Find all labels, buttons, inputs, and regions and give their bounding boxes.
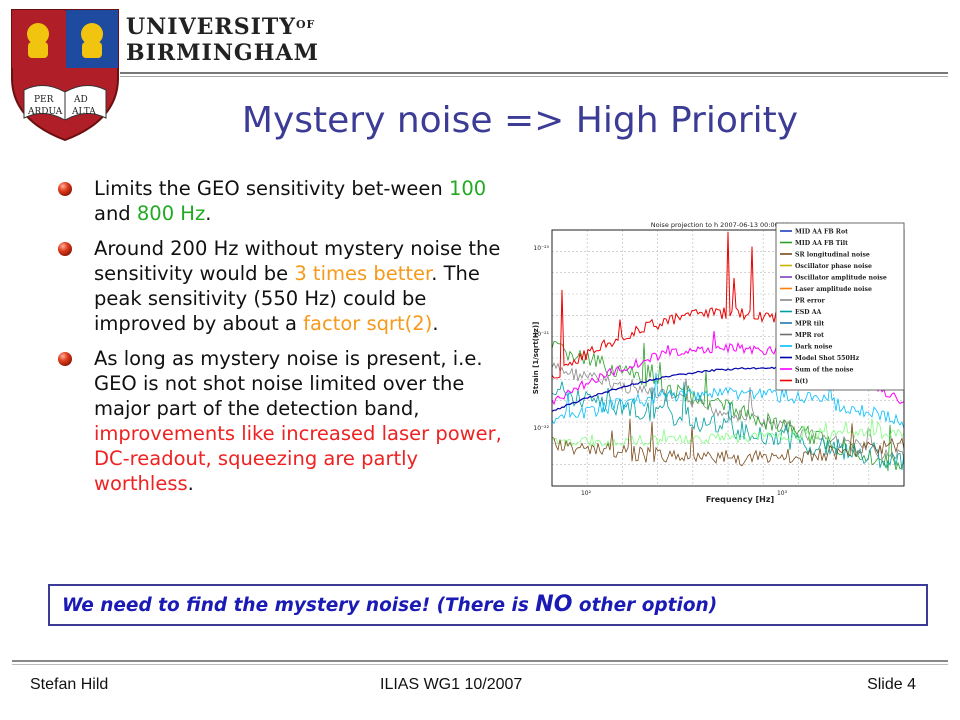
university-crest: PER AD ARDUA ALTA: [11, 9, 119, 142]
trace-sr-longitudinal: [551, 418, 905, 467]
plot-legend-label: MPR tilt: [795, 321, 824, 328]
slide-title: Mystery noise => High Priority: [241, 100, 799, 141]
plot-legend-label: h(t): [795, 378, 808, 385]
bullet1-highlight-100: 100: [448, 177, 487, 200]
bullet-item: As long as mystery noise is present, i.e…: [58, 346, 518, 496]
footer-slide-number: Slide 4: [867, 676, 916, 693]
bullet2-highlight-3x: 3 times better: [294, 262, 432, 285]
university-wordmark: UNIVERSITYOF BIRMINGHAM: [126, 14, 319, 66]
bullet1-text: Limits the GEO sensitivity bet-ween: [94, 177, 449, 200]
bullet3-text: As long as mystery noise is present, i.e…: [94, 347, 483, 420]
plot-legend: MID AA FB Rot MID AA FB Tilt SR longitudin…: [775, 222, 905, 391]
callout-box: We need to find the mystery noise! (Ther…: [48, 584, 928, 626]
plot-legend-label: PR error: [795, 298, 826, 305]
crest-book-alta: ALTA: [71, 107, 96, 117]
bullet-item: Around 200 Hz without mystery noise the …: [58, 236, 518, 336]
plot-legend-label: Oscillator amplitude noise: [795, 275, 887, 282]
bullet-dot-icon: [58, 352, 72, 366]
bullet-item: Limits the GEO sensitivity bet-ween 100 …: [58, 176, 518, 226]
plot-title: Noise projection to h 2007-06-13 00:00:0…: [651, 221, 789, 229]
plot-legend-box: [775, 222, 905, 391]
footer-rule-thin: [12, 664, 948, 665]
plot-ylabel: Strain [1/sqrt(Hz)]: [532, 322, 540, 395]
university-line1: UNIVERSITY: [126, 14, 296, 40]
plot-legend-label: MPR rot: [795, 332, 824, 339]
bullet-dot-icon: [58, 242, 72, 256]
trace-esd-aa: [551, 381, 905, 471]
callout-text-end: other option): [572, 595, 718, 616]
footer-author: Stefan Hild: [30, 676, 109, 693]
plot-legend-label: Laser amplitude noise: [795, 286, 872, 293]
plot-legend-label: Sum of the noise: [795, 367, 854, 374]
crest-book-ardua: ARDUA: [27, 107, 63, 117]
bullet3-text-end: .: [187, 472, 194, 495]
plot-legend-label: MID AA FB Tilt: [795, 240, 848, 247]
university-of: OF: [295, 18, 316, 31]
trace-pr-error: [551, 362, 905, 461]
university-line2: BIRMINGHAM: [126, 40, 319, 66]
plot-legend-label: SR longitudinal noise: [795, 252, 870, 259]
callout-text: We need to find the mystery noise! (Ther…: [62, 595, 536, 616]
plot-ytick-label: 10⁻²⁰: [533, 245, 549, 252]
trace-dark-noise: [551, 372, 905, 429]
noise-projection-plot: Noise projection to h 2007-06-13 00:00:0…: [530, 218, 912, 508]
plot-ytick-label: 10⁻²¹: [533, 331, 549, 338]
bullet-dot-icon: [58, 182, 72, 196]
callout-emphasis: NO: [535, 592, 573, 617]
bullet3-highlight: improvements like increased laser power,…: [94, 422, 502, 495]
bullet1-text-mid: and: [94, 202, 137, 225]
plot-xtick-label: 10²: [581, 490, 592, 497]
bullet1-highlight-800: 800 Hz: [136, 202, 206, 225]
plot-xtick-label: 10³: [777, 490, 788, 497]
bullet2-text-end: .: [432, 312, 439, 335]
plot-legend-label: Dark noise: [795, 344, 833, 351]
plot-xlabel: Frequency [Hz]: [706, 495, 774, 504]
crest-book-per: PER: [34, 95, 54, 105]
header-rule-thin: [120, 76, 948, 77]
plot-legend-label: MID AA FB Rot: [795, 229, 848, 236]
header-rule: [120, 72, 948, 74]
plot-legend-label: Oscillator phase noise: [795, 263, 872, 270]
plot-legend-label: ESD AA: [795, 309, 822, 316]
footer-event: ILIAS WG1 10/2007: [380, 676, 523, 693]
footer-rule: [12, 660, 948, 662]
bullet2-text: Around 200 Hz without mystery noise the …: [94, 237, 501, 285]
plot-legend-label: Model Shot 550Hz: [795, 355, 860, 362]
bullet2-highlight-sqrt2: factor sqrt(2): [303, 312, 433, 335]
bullet2-text-mid: . The peak sensitivity (550 Hz) could be…: [94, 262, 480, 335]
plot-ytick-label: 10⁻²²: [533, 425, 549, 432]
plot-ticks: 10⁻²⁰ 10⁻²¹ 10⁻²² 10² 10³: [533, 245, 787, 497]
bullet1-text-end: .: [205, 202, 212, 225]
crest-book-ad: AD: [73, 95, 88, 105]
bullet-list: Limits the GEO sensitivity bet-ween 100 …: [58, 176, 518, 506]
